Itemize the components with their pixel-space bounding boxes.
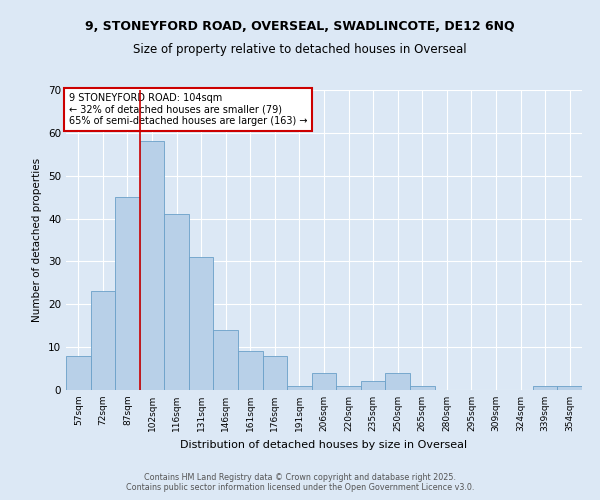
Y-axis label: Number of detached properties: Number of detached properties	[32, 158, 43, 322]
Bar	[91, 292, 115, 390]
Bar	[533, 386, 557, 390]
Bar	[557, 386, 582, 390]
Text: Contains HM Land Registry data © Crown copyright and database right 2025.
Contai: Contains HM Land Registry data © Crown c…	[126, 473, 474, 492]
Bar	[385, 373, 410, 390]
X-axis label: Distribution of detached houses by size in Overseal: Distribution of detached houses by size …	[181, 440, 467, 450]
Bar	[214, 330, 238, 390]
Bar	[287, 386, 312, 390]
Bar	[336, 386, 361, 390]
Bar	[164, 214, 189, 390]
Bar	[189, 257, 214, 390]
Bar	[115, 197, 140, 390]
Bar	[238, 352, 263, 390]
Bar	[312, 373, 336, 390]
Bar	[410, 386, 434, 390]
Bar	[140, 142, 164, 390]
Text: 9 STONEYFORD ROAD: 104sqm
← 32% of detached houses are smaller (79)
65% of semi-: 9 STONEYFORD ROAD: 104sqm ← 32% of detac…	[68, 93, 307, 126]
Bar	[66, 356, 91, 390]
Text: 9, STONEYFORD ROAD, OVERSEAL, SWADLINCOTE, DE12 6NQ: 9, STONEYFORD ROAD, OVERSEAL, SWADLINCOT…	[85, 20, 515, 33]
Bar	[263, 356, 287, 390]
Bar	[361, 382, 385, 390]
Text: Size of property relative to detached houses in Overseal: Size of property relative to detached ho…	[133, 42, 467, 56]
